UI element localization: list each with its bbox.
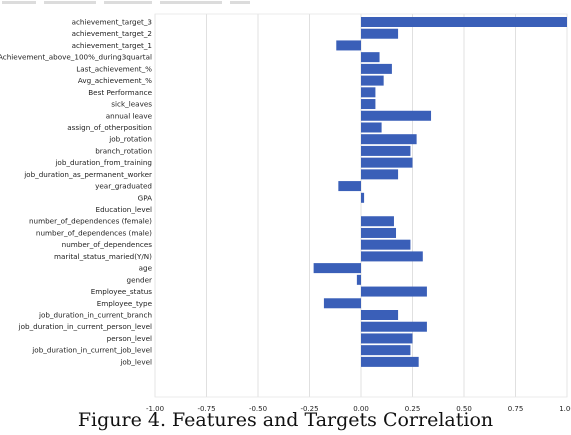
tab-stub — [104, 1, 152, 4]
y-tick-label: achievement_target_2 — [72, 29, 152, 38]
y-tick-label: job_level — [119, 357, 152, 366]
y-tick-label: GPA — [138, 193, 152, 202]
x-tick-label: 0.75 — [508, 405, 524, 413]
bar — [361, 310, 399, 320]
x-tick-label: 0.00 — [353, 405, 369, 413]
y-tick-label: number_of_dependences — [62, 240, 153, 249]
y-tick-label: sick_leaves — [111, 100, 152, 109]
y-tick-label: Education_level — [96, 205, 152, 214]
bar — [361, 227, 397, 238]
x-tick-label: 1.00 — [559, 405, 571, 413]
tab-stub — [44, 1, 96, 4]
bar — [338, 181, 361, 192]
y-axis-labels: achievement_target_3 achievement_target_2… — [0, 18, 153, 367]
x-axis-ticks: -1.00 -0.75 -0.50 -0.25 0.00 0.25 0.50 0.75 1.00 — [146, 405, 571, 413]
y-tick-label: assign_of_otherposition — [67, 123, 152, 132]
y-tick-label: annual leave — [106, 111, 153, 120]
bar — [361, 216, 394, 227]
y-tick-label: Best Performance — [88, 88, 152, 97]
plot-frame — [154, 13, 568, 398]
y-tick-label: age — [139, 264, 153, 273]
x-tick-label: -1.00 — [146, 405, 164, 413]
bar — [361, 134, 417, 145]
x-tick-label: 0.25 — [405, 405, 421, 413]
bar — [323, 298, 361, 309]
y-tick-label: achievement_target_3 — [72, 18, 152, 27]
y-tick-label: year_graduated — [95, 182, 152, 191]
bar — [361, 122, 382, 133]
bar — [361, 192, 365, 203]
x-tick-label: 0.50 — [456, 405, 472, 413]
bar — [361, 28, 399, 39]
bar — [361, 145, 411, 156]
y-tick-label: achievement_target_1 — [72, 41, 152, 50]
bar — [356, 274, 361, 285]
y-tick-label: job_duration_as_permanent_worker — [23, 170, 152, 179]
y-tick-label: job_duration_from_training — [54, 158, 152, 167]
bar — [361, 286, 427, 297]
x-tick-label: -0.75 — [197, 405, 215, 413]
bar — [361, 63, 392, 74]
y-tick-label: job_duration_in_current_branch — [38, 311, 152, 320]
tab-stub — [160, 1, 222, 4]
y-tick-label: number_of_dependences (female) — [29, 217, 152, 226]
bar — [361, 239, 411, 250]
bar — [361, 333, 413, 344]
bar — [361, 52, 380, 63]
y-tick-label: Employee_type — [97, 299, 153, 308]
y-tick-label: gender — [127, 275, 153, 284]
x-tick-label: -0.50 — [249, 405, 267, 413]
y-tick-label: Achievement_above_100%_during3quartal — [0, 53, 152, 62]
y-tick-label: job_duration_in_current_job_level — [31, 346, 152, 355]
y-tick-label: person_level — [107, 334, 152, 343]
bar — [361, 251, 423, 262]
y-tick-label: branch_rotation — [95, 146, 152, 155]
y-tick-label: job_duration_in_current_person_level — [18, 322, 152, 331]
bars — [313, 17, 567, 367]
y-tick-label: Employee_status — [91, 287, 153, 296]
figure-caption: Figure 4. Features and Targets Correlati… — [77, 409, 494, 431]
y-tick-label: Last_achievement_% — [76, 64, 152, 73]
bar — [361, 75, 384, 86]
tab-strip — [0, 0, 260, 5]
bar — [361, 356, 419, 367]
bar — [361, 110, 432, 121]
x-tick-label: -0.25 — [300, 405, 318, 413]
bar — [361, 87, 376, 98]
bar — [361, 169, 399, 180]
bar — [361, 99, 376, 110]
bar — [313, 263, 361, 274]
bar — [361, 157, 413, 168]
y-tick-label: number_of_dependences (male) — [36, 228, 152, 237]
y-tick-label: marital_status_maried(Y/N) — [54, 252, 152, 261]
y-tick-label: Avg_achievement_% — [78, 76, 152, 85]
y-tick-label: job_rotation — [108, 135, 152, 144]
bar — [361, 345, 411, 356]
tab-stub — [230, 1, 250, 4]
bar — [361, 17, 567, 27]
bar — [336, 40, 361, 51]
bar — [361, 321, 427, 332]
tab-stub — [2, 1, 36, 4]
